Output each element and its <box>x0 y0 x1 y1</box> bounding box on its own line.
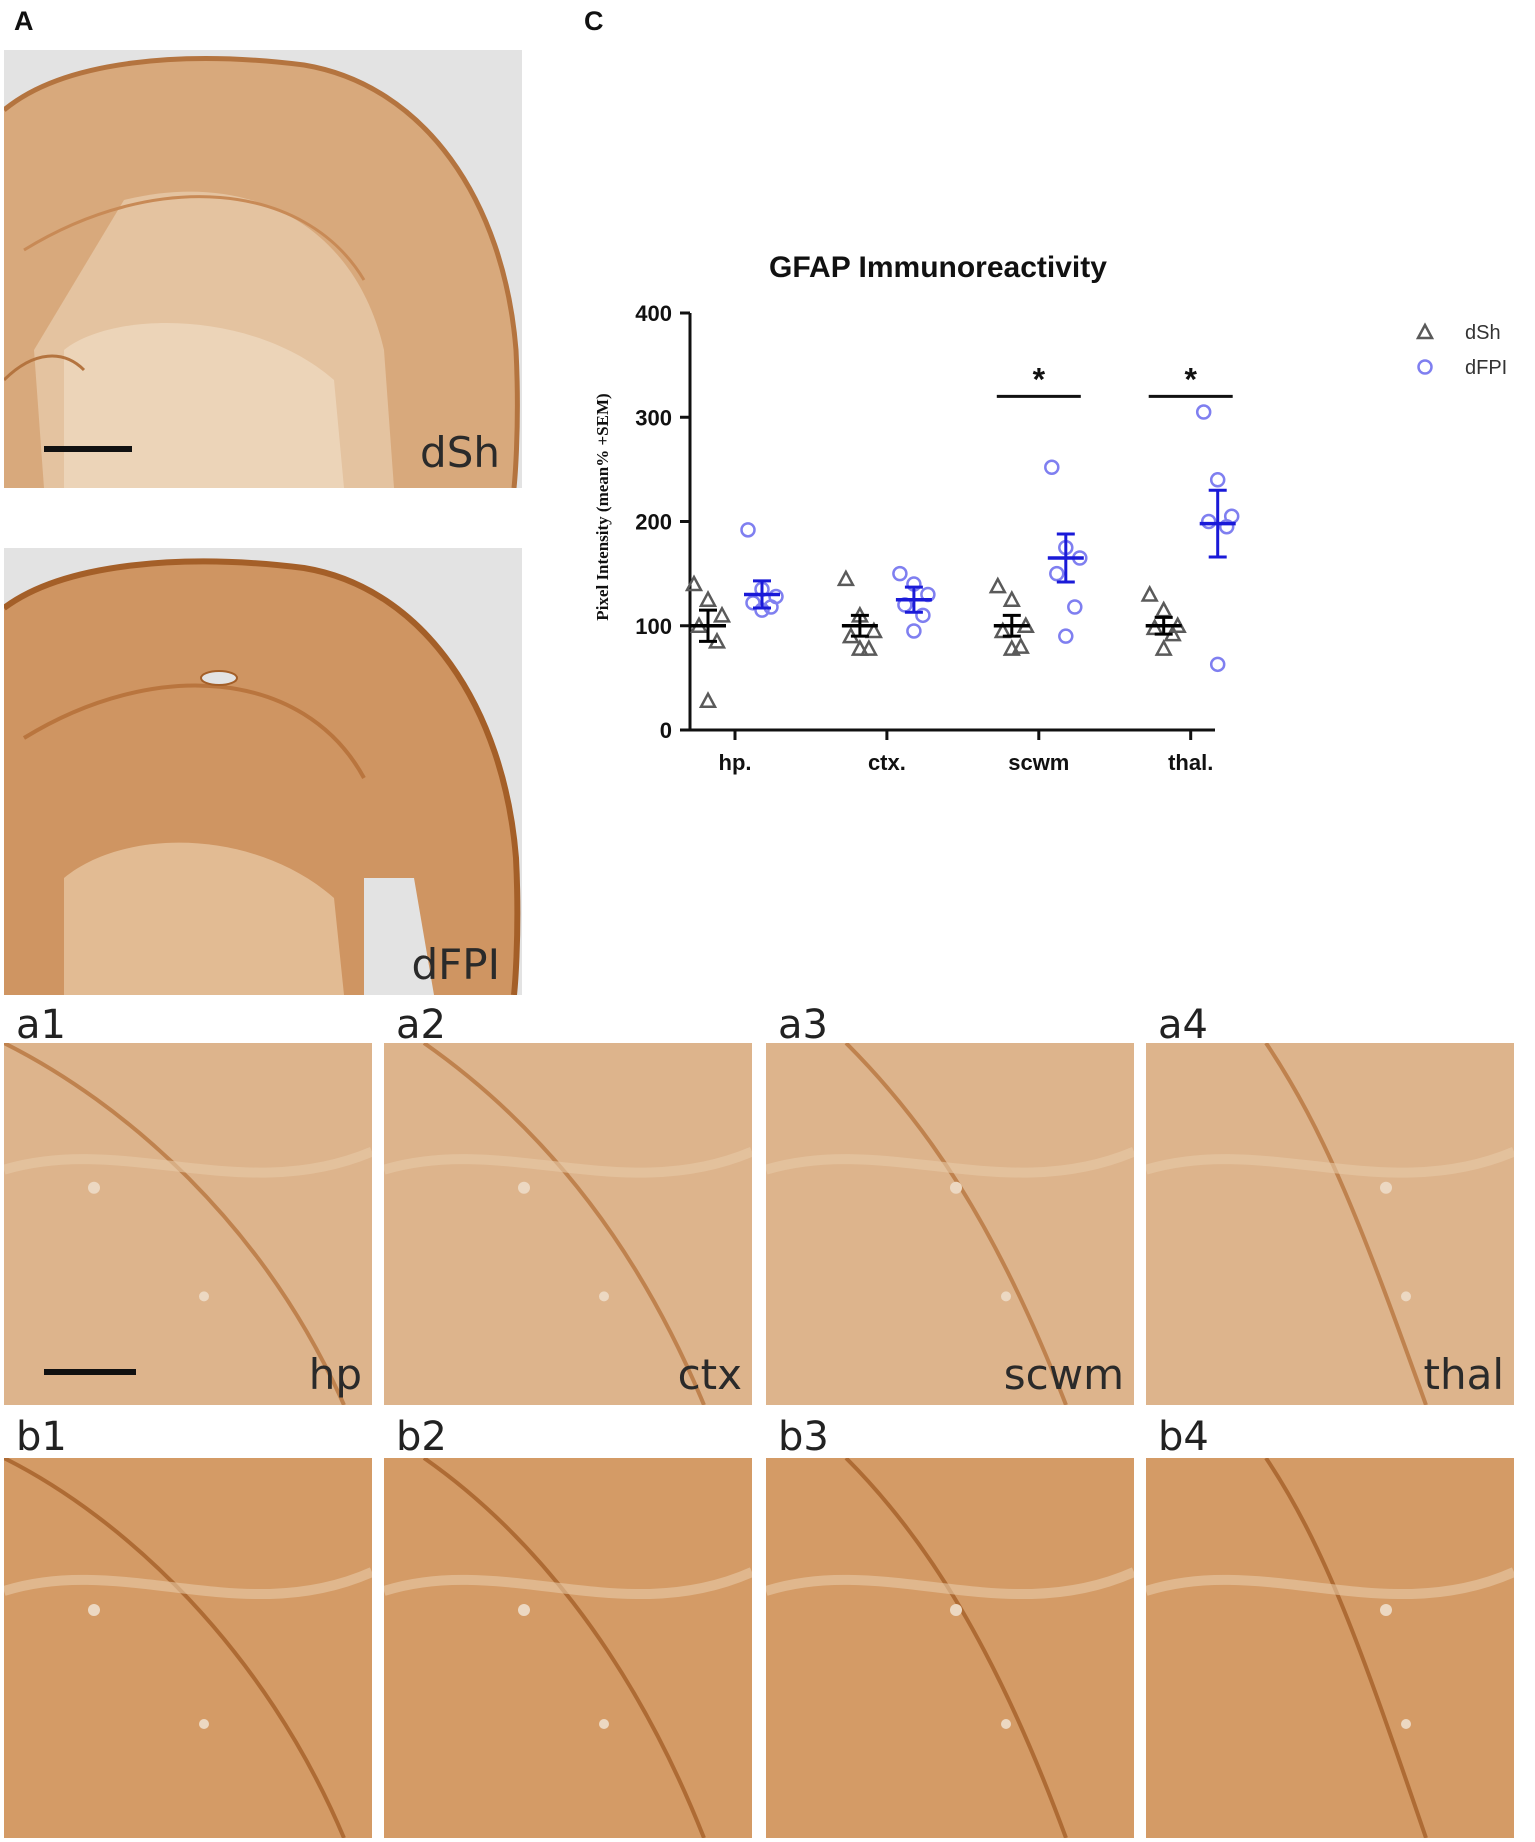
micrograph-b2 <box>384 1458 752 1838</box>
micrograph-a1: hp <box>4 1043 372 1405</box>
y-axis-label: Pixel Intensity (mean% +SEM) <box>593 393 612 620</box>
dsh-point <box>1154 600 1173 618</box>
micrograph-a4: thal <box>1146 1043 1514 1405</box>
image-label-dsh: dSh <box>420 428 500 477</box>
legend-marker-dsh <box>1415 322 1435 340</box>
dfpi-point <box>1049 565 1065 582</box>
dsh-point <box>836 569 855 587</box>
significance-star: * <box>1184 361 1197 397</box>
micrograph-dfpi: dFPI <box>4 548 522 995</box>
tile-label-b1: b1 <box>16 1414 67 1460</box>
x-tick-label: hp. <box>719 750 752 775</box>
region-label-a2: ctx <box>677 1350 742 1399</box>
dsh-point <box>988 576 1007 594</box>
dsh-point <box>1002 639 1021 656</box>
legend-marker-dfpi <box>1417 359 1433 375</box>
dfpi-point <box>1218 518 1235 535</box>
dsh-point <box>712 605 732 623</box>
gfap-chart: GFAP Immunoreactivity Pixel Intensity (m… <box>593 251 1507 775</box>
x-tick-label: scwm <box>1008 750 1069 775</box>
micrograph-b3 <box>766 1458 1134 1838</box>
micrograph-a3: scwm <box>766 1043 1134 1405</box>
tile-label-a4: a4 <box>1158 1002 1208 1048</box>
dsh-point <box>1011 636 1030 654</box>
dsh-point <box>1154 639 1173 656</box>
dsh-point <box>684 574 704 592</box>
dsh-point <box>1140 584 1159 602</box>
tile-label-b2: b2 <box>396 1414 447 1460</box>
tile-label-a1: a1 <box>16 1002 66 1048</box>
dsh-point <box>1002 590 1021 607</box>
dfpi-point <box>740 522 756 538</box>
dfpi-point <box>1067 599 1083 615</box>
x-tick-label: ctx. <box>868 750 906 775</box>
panel-letter-c: C <box>584 6 604 36</box>
legend-label: dFPI <box>1465 357 1507 379</box>
y-tick-label: 0 <box>660 718 672 743</box>
y-tick-label: 200 <box>635 510 672 535</box>
micrograph-b1 <box>4 1458 372 1838</box>
dfpi-point <box>1058 628 1074 644</box>
scale-bar <box>44 446 132 452</box>
region-label-a3: scwm <box>1003 1350 1124 1399</box>
scale-bar <box>44 1369 136 1375</box>
dfpi-point <box>1200 513 1217 530</box>
legend-label: dSh <box>1465 322 1501 344</box>
chart-title: GFAP Immunoreactivity <box>769 251 1107 284</box>
panel-letter-a: A <box>14 6 34 36</box>
region-label-a1: hp <box>308 1350 362 1399</box>
region-label-a4: thal <box>1423 1350 1505 1399</box>
dsh-point <box>698 590 718 607</box>
dfpi-point <box>915 607 931 624</box>
tile-label-b3: b3 <box>778 1414 829 1460</box>
dfpi-point <box>1195 404 1212 420</box>
micrograph-a2: ctx <box>384 1043 752 1405</box>
image-label-dfpi: dFPI <box>411 940 500 989</box>
dsh-point <box>850 639 869 656</box>
x-tick-label: thal. <box>1168 750 1213 775</box>
dfpi-point <box>906 623 922 639</box>
micrograph-b4 <box>1146 1458 1514 1838</box>
y-tick-label: 300 <box>635 405 672 430</box>
micrograph-dsh: dSh <box>4 50 522 488</box>
dfpi-point <box>1209 656 1226 673</box>
dsh-point <box>864 621 883 639</box>
tile-label-b4: b4 <box>1158 1414 1209 1460</box>
dsh-point <box>698 691 718 709</box>
tile-label-a2: a2 <box>396 1002 446 1048</box>
tile-label-a3: a3 <box>778 1002 828 1048</box>
y-tick-label: 100 <box>635 614 672 639</box>
dfpi-point <box>892 565 908 582</box>
dfpi-point <box>1044 459 1060 476</box>
y-tick-label: 400 <box>635 301 672 326</box>
dfpi-point <box>1209 472 1226 488</box>
significance-star: * <box>1033 361 1046 397</box>
dsh-point <box>859 639 878 656</box>
